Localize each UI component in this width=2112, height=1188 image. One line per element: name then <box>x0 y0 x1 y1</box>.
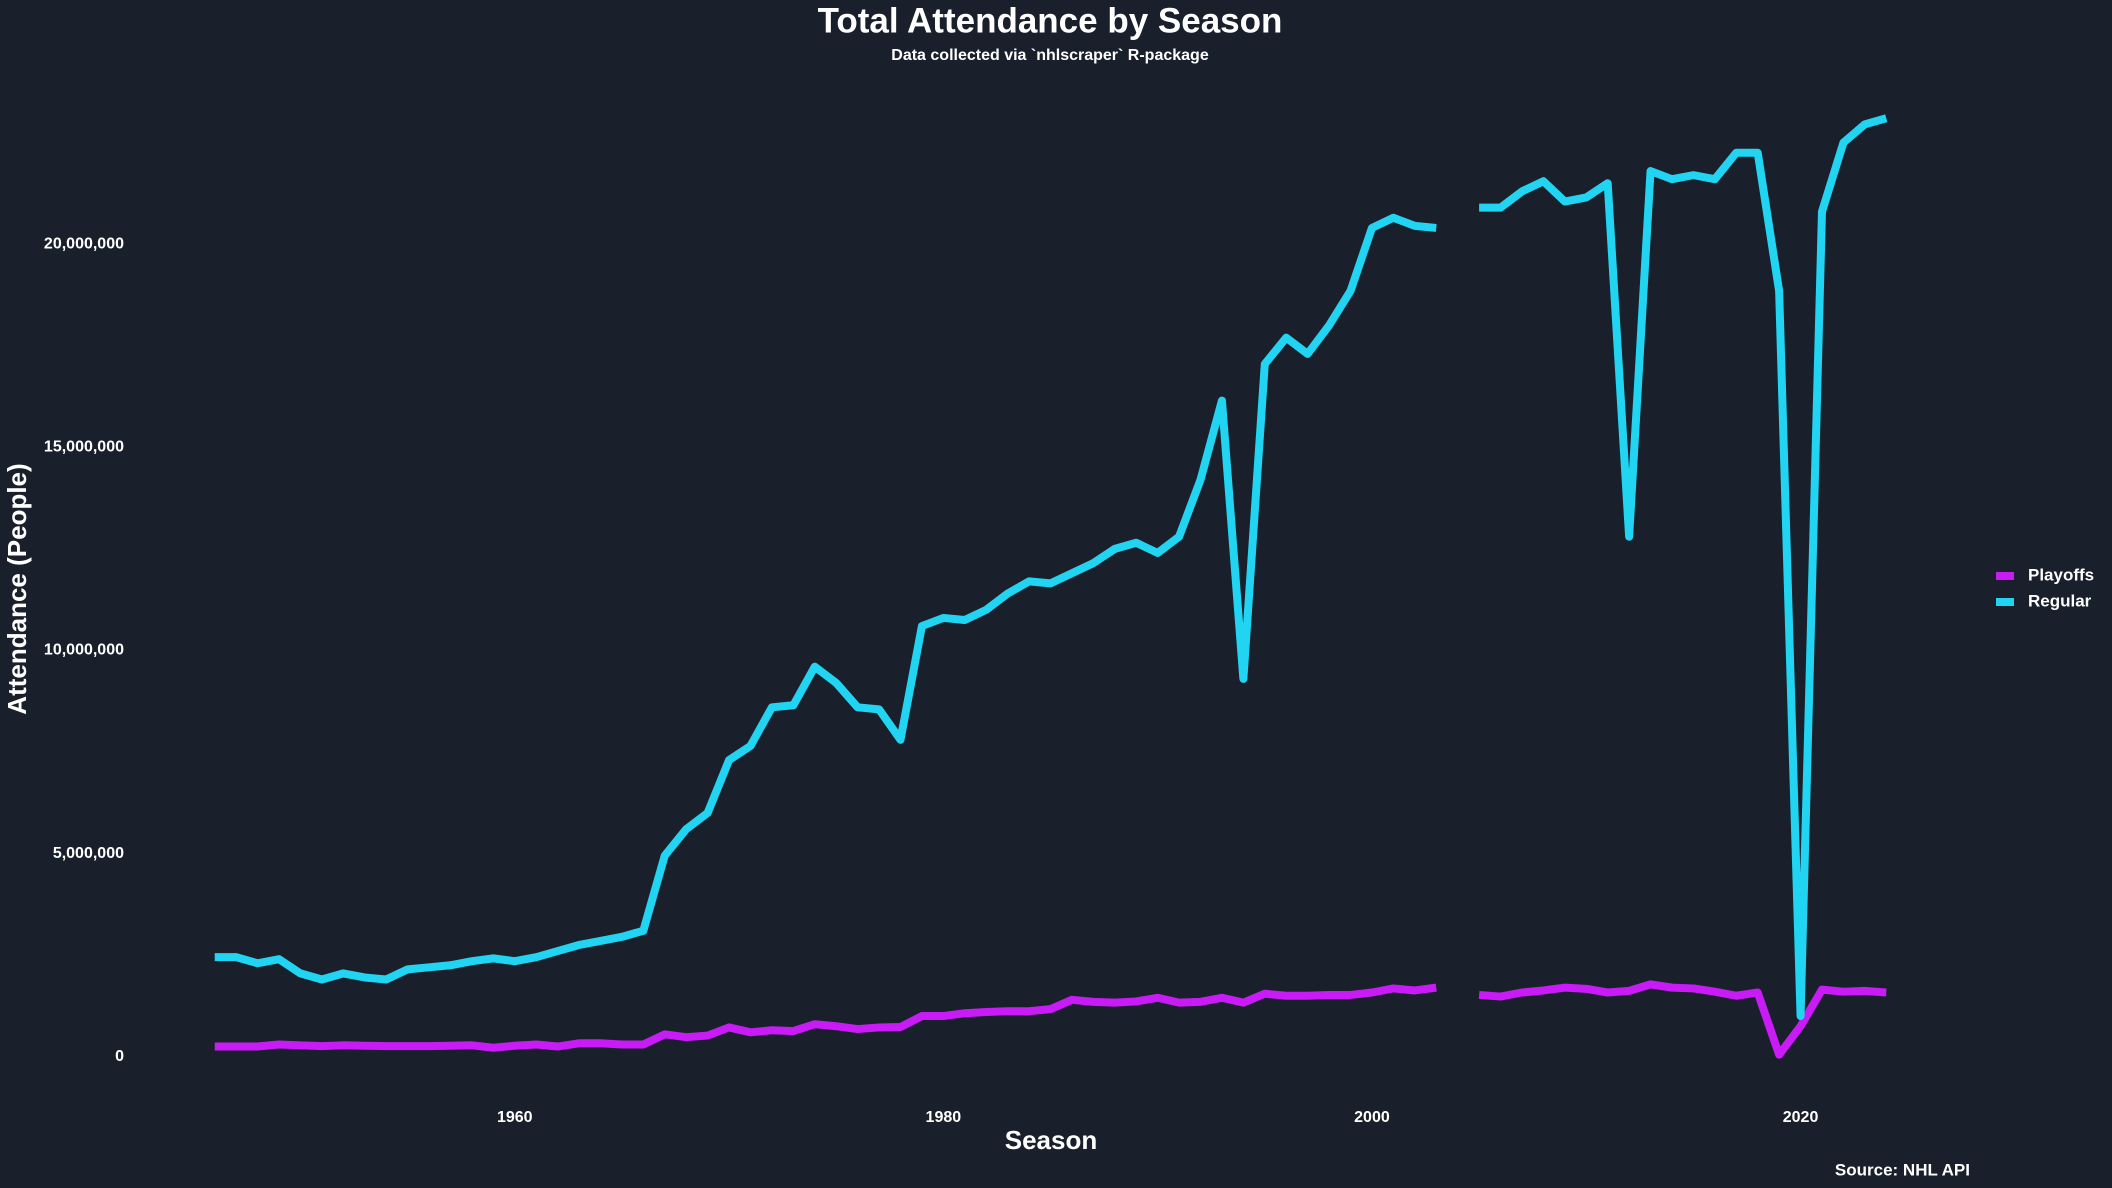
y-tick-label: 5,000,000 <box>53 845 124 862</box>
x-tick-label: 2020 <box>1783 1109 1819 1126</box>
chart-title: Total Attendance by Season <box>818 1 1283 40</box>
y-tick-label: 10,000,000 <box>44 642 124 659</box>
x-tick-label: 1980 <box>926 1109 962 1126</box>
legend-label: Regular <box>2028 591 2092 610</box>
chart-subtitle: Data collected via `nhlscraper` R-packag… <box>891 47 1209 64</box>
x-tick-label: 1960 <box>497 1109 533 1126</box>
y-tick-label: 0 <box>115 1048 124 1065</box>
x-tick-label: 2000 <box>1354 1109 1390 1126</box>
y-axis-label: Attendance (People) <box>2 463 32 714</box>
legend-label: Playoffs <box>2028 565 2094 584</box>
x-axis-label: Season <box>1005 1125 1098 1155</box>
series-line <box>214 114 1888 1021</box>
y-tick-label: 20,000,000 <box>44 235 124 252</box>
series-line <box>214 980 1887 1059</box>
y-tick-label: 15,000,000 <box>44 439 124 456</box>
caption: Source: NHL API <box>1835 1160 1970 1179</box>
